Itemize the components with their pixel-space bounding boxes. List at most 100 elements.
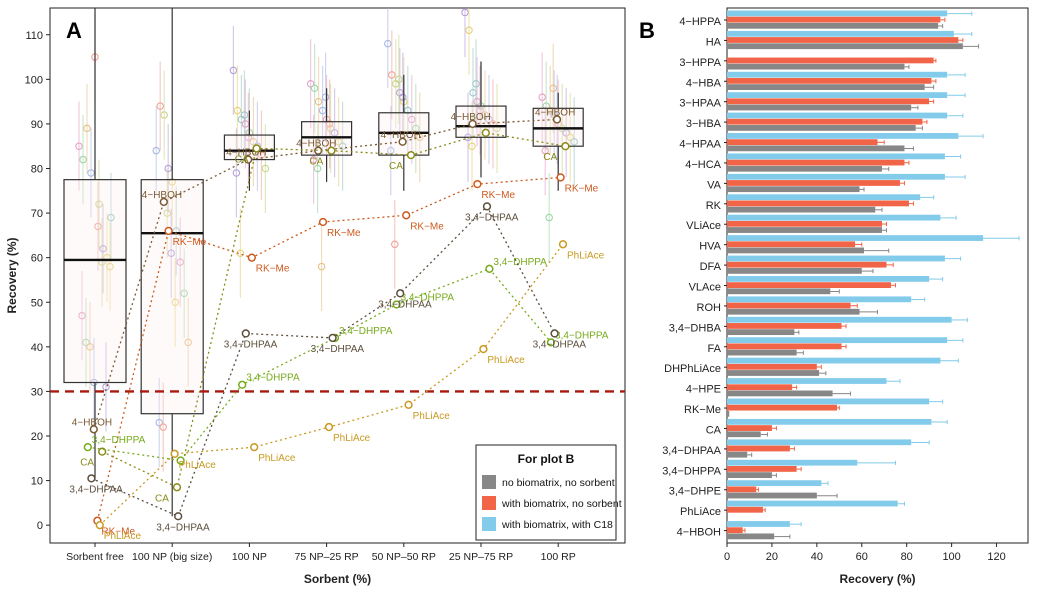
- bar: [727, 255, 945, 262]
- bar: [727, 425, 772, 431]
- legend-label: with biomatrix, with C18: [501, 519, 613, 531]
- bar: [727, 500, 898, 507]
- data-point: [233, 106, 242, 115]
- bar: [727, 390, 833, 397]
- bar: [727, 302, 851, 309]
- highlight-point: [328, 333, 337, 343]
- series-label: PhLiAce: [258, 453, 296, 464]
- data-point: [388, 71, 396, 79]
- y-tick-label: 90: [31, 119, 43, 131]
- bar: [727, 241, 856, 248]
- bar: [727, 165, 882, 172]
- data-point: [541, 146, 549, 155]
- legend-label: with biomatrix, no sorbent: [501, 498, 622, 510]
- highlight-point: [95, 521, 104, 530]
- data-point: [244, 133, 253, 142]
- highlight-point: [392, 300, 401, 309]
- data-point: [229, 66, 238, 75]
- bar: [727, 363, 817, 370]
- bar: [727, 153, 945, 160]
- data-point: [476, 106, 484, 115]
- bar: [727, 220, 882, 227]
- x-tick-label: Sorbent free: [66, 551, 124, 563]
- category-label: VA: [707, 179, 722, 191]
- box: [63, 179, 127, 384]
- series-label: CA: [543, 152, 557, 163]
- bar: [727, 37, 959, 43]
- category-label: 3−HPPA: [679, 57, 721, 69]
- highlight-point: [402, 211, 411, 220]
- bar: [727, 329, 795, 336]
- bar: [727, 16, 941, 23]
- category-label: ROH: [697, 302, 722, 314]
- data-point: [472, 80, 480, 88]
- bar: [727, 404, 838, 411]
- data-point: [338, 142, 347, 150]
- data-point: [176, 258, 184, 266]
- bar: [727, 316, 952, 323]
- data-point: [313, 164, 322, 173]
- x-tick-label: 75 NP–25 RP: [294, 551, 358, 563]
- legend-swatch: [482, 496, 496, 510]
- series-label: PhLiAce: [567, 250, 605, 261]
- y-tick-label: 80: [31, 164, 43, 176]
- data-point: [321, 93, 330, 101]
- series-label: CA: [80, 458, 94, 469]
- bar: [727, 459, 858, 466]
- category-label: FA: [708, 343, 722, 355]
- bar: [727, 337, 948, 344]
- data-point: [82, 338, 90, 347]
- bar: [727, 194, 921, 201]
- box: [223, 134, 275, 161]
- bar: [727, 472, 772, 479]
- x-tick-label: 20: [766, 551, 778, 563]
- data-point: [156, 102, 164, 110]
- category-label: 4−HPE: [686, 384, 721, 396]
- highlight-point: [238, 380, 247, 389]
- category-label: HVA: [699, 241, 721, 253]
- highlight-point: [404, 400, 413, 409]
- series-label: RK−Me: [481, 190, 515, 201]
- series-label: 3,4−DHPAA: [311, 344, 365, 355]
- category-label: RK: [706, 200, 722, 212]
- category-label: 4−HCA: [685, 159, 721, 171]
- series-label: PhLiAce: [104, 531, 142, 542]
- bar: [727, 349, 797, 356]
- highlight-point: [318, 217, 328, 227]
- highlight-point: [164, 226, 173, 236]
- panel-b: 0 20 40 60 80 100 120 Recovery (%) 4−HPPA HA 3−HPP…: [662, 7, 1029, 586]
- x-axis-title: Recovery (%): [839, 572, 915, 586]
- data-point: [562, 129, 570, 137]
- data-point: [152, 146, 160, 155]
- data-point: [538, 93, 546, 101]
- series-label: CA: [235, 154, 249, 165]
- data-point: [240, 111, 249, 119]
- legend-box: [475, 444, 617, 541]
- data-point: [261, 164, 270, 173]
- x-tick-label: 40: [811, 551, 823, 563]
- highlight-point: [546, 338, 556, 347]
- bar: [727, 104, 912, 111]
- bar: [727, 200, 909, 207]
- series-label: 4−HBOH: [535, 107, 575, 118]
- series-label: 3,4−DHPPA: [92, 435, 146, 446]
- y-tick-label: 50: [31, 297, 43, 309]
- data-point: [384, 39, 392, 48]
- series-label: 3,4−DHPAA: [465, 212, 519, 223]
- data-point: [412, 124, 420, 133]
- highlight-point: [247, 253, 256, 262]
- category-label: 3,4−DHBA: [669, 322, 722, 334]
- category-label: DHPhLiAce: [664, 363, 721, 375]
- series-label: PhLiAce: [333, 433, 371, 444]
- series-label: 3,4−DHPPA: [339, 326, 393, 337]
- y-tick-label: 110: [25, 30, 43, 42]
- series-label: 4−HBOH: [72, 417, 112, 428]
- bar: [727, 466, 797, 472]
- data-point: [545, 213, 553, 222]
- y-tick-label: 20: [31, 431, 43, 443]
- highlight-point: [552, 115, 562, 124]
- data-point: [249, 138, 258, 146]
- highlight-point: [561, 142, 570, 151]
- bar: [727, 323, 842, 329]
- highlight-point: [550, 329, 559, 338]
